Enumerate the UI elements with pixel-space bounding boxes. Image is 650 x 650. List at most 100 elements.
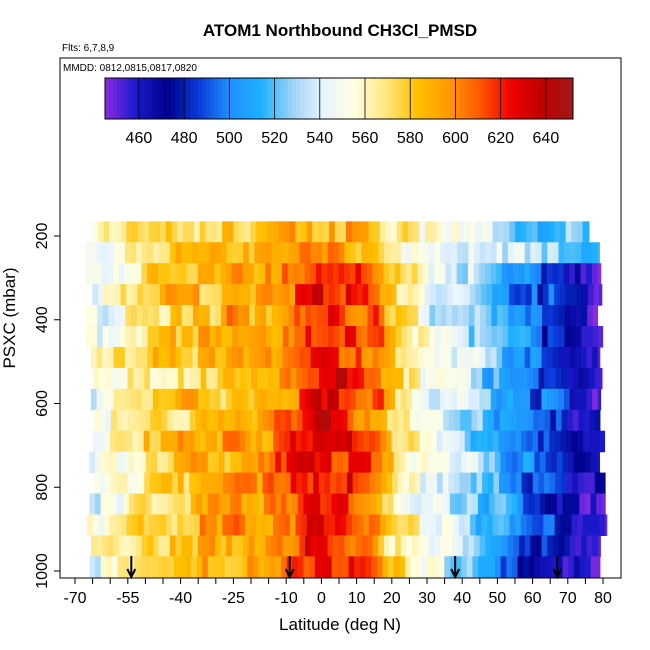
heatmap-cell: [383, 346, 391, 369]
heatmap-cell: [296, 367, 303, 390]
heatmap-cell: [348, 451, 355, 474]
x-tick-label: 0: [317, 590, 326, 607]
heatmap-cell: [309, 493, 316, 516]
heatmap-cell: [186, 388, 193, 411]
heatmap-cell: [156, 409, 163, 432]
heatmap-cell: [363, 472, 371, 495]
heatmap-cell: [201, 409, 208, 432]
heatmap-cell: [454, 367, 461, 390]
heatmap-cell: [299, 242, 306, 264]
heatmap-cell: [527, 472, 534, 495]
heatmap-cell: [418, 326, 425, 348]
heatmap-cell: [177, 221, 184, 243]
heatmap-cell: [175, 346, 182, 369]
heatmap-cell: [312, 430, 319, 453]
heatmap-cell: [211, 367, 219, 390]
heatmap-cell: [256, 367, 264, 390]
heatmap-cell: [213, 493, 220, 516]
heatmap-cell: [549, 472, 556, 495]
colorbar-segment: [537, 78, 543, 119]
heatmap-cell: [331, 451, 338, 474]
heatmap-cell: [432, 493, 440, 516]
heatmap-cell: [513, 305, 521, 327]
heatmap-cell: [588, 430, 595, 453]
heatmap-cell: [452, 284, 460, 306]
heatmap-cell: [130, 305, 138, 327]
heatmap-cell: [562, 556, 569, 578]
heatmap-cell: [313, 472, 320, 495]
heatmap-cell: [231, 242, 239, 264]
heatmap-cell: [426, 409, 433, 432]
heatmap-cell: [596, 556, 601, 578]
heatmap-cell: [214, 263, 221, 285]
heatmap-cell: [192, 326, 200, 348]
heatmap-cell: [250, 284, 257, 306]
heatmap-cell: [141, 242, 148, 264]
heatmap-cell: [430, 284, 437, 306]
heatmap-cell: [297, 451, 304, 474]
heatmap-cell: [382, 451, 389, 474]
heatmap-cell: [551, 493, 558, 516]
heatmap-cell: [250, 514, 257, 537]
heatmap-cell: [164, 242, 171, 264]
heatmap-cell: [210, 221, 218, 243]
heatmap-cell: [473, 263, 480, 285]
heatmap-cell: [582, 284, 589, 306]
heatmap-cell: [547, 535, 554, 557]
heatmap-cell: [448, 367, 455, 390]
heatmap-cell: [265, 388, 272, 411]
heatmap-cell: [163, 263, 171, 285]
heatmap-cell: [539, 493, 547, 516]
colorbar-segment: [214, 78, 219, 119]
heatmap-cell: [104, 472, 112, 495]
heatmap-cell: [200, 367, 207, 390]
heatmap-cell: [259, 388, 267, 411]
heatmap-cell: [338, 263, 345, 285]
heatmap-cell: [323, 221, 330, 243]
heatmap-cell: [166, 472, 173, 495]
heatmap-cell: [445, 535, 453, 557]
heatmap-cell: [288, 388, 295, 411]
colorbar-tick-label: 600: [442, 130, 469, 147]
heatmap-cell: [301, 472, 309, 495]
heatmap-cell: [401, 305, 408, 327]
colorbar-segment: [155, 78, 161, 119]
heatmap-cell: [148, 221, 156, 243]
colorbar-segment: [319, 78, 324, 119]
heatmap-cell: [597, 346, 601, 369]
heatmap-cell: [419, 430, 426, 453]
heatmap-cell: [417, 346, 424, 369]
colorbar-segment: [557, 78, 562, 119]
heatmap-cell: [524, 388, 531, 411]
heatmap-cell: [453, 221, 460, 243]
heatmap-cell: [474, 242, 481, 264]
heatmap-cell: [542, 305, 549, 327]
heatmap-cell: [130, 535, 137, 557]
heatmap-cell: [547, 326, 554, 348]
heatmap-cell: [428, 346, 436, 369]
heatmap-cell: [440, 346, 447, 369]
heatmap-cell: [164, 388, 171, 411]
heatmap-cell: [273, 430, 280, 453]
heatmap-cell: [531, 221, 539, 243]
heatmap-cell: [90, 346, 98, 369]
heatmap-cell: [559, 284, 567, 306]
heatmap-cell: [293, 242, 301, 264]
heatmap-cell: [470, 367, 478, 390]
heatmap-cell: [85, 326, 93, 348]
heatmap-cell: [580, 388, 588, 411]
heatmap-cell: [423, 305, 431, 327]
heatmap-cell: [413, 221, 420, 243]
heatmap-cell: [463, 326, 470, 348]
heatmap-cell: [275, 493, 282, 516]
heatmap-cell: [142, 326, 149, 348]
heatmap-cell: [472, 451, 479, 474]
heatmap-cell: [119, 388, 126, 411]
heatmap-cell: [181, 305, 188, 327]
heatmap-cell: [528, 451, 535, 474]
heatmap-cell: [524, 242, 531, 264]
y-tick-label: 600: [34, 390, 51, 417]
heatmap-cell: [320, 493, 327, 516]
heatmap-cell: [552, 242, 560, 264]
